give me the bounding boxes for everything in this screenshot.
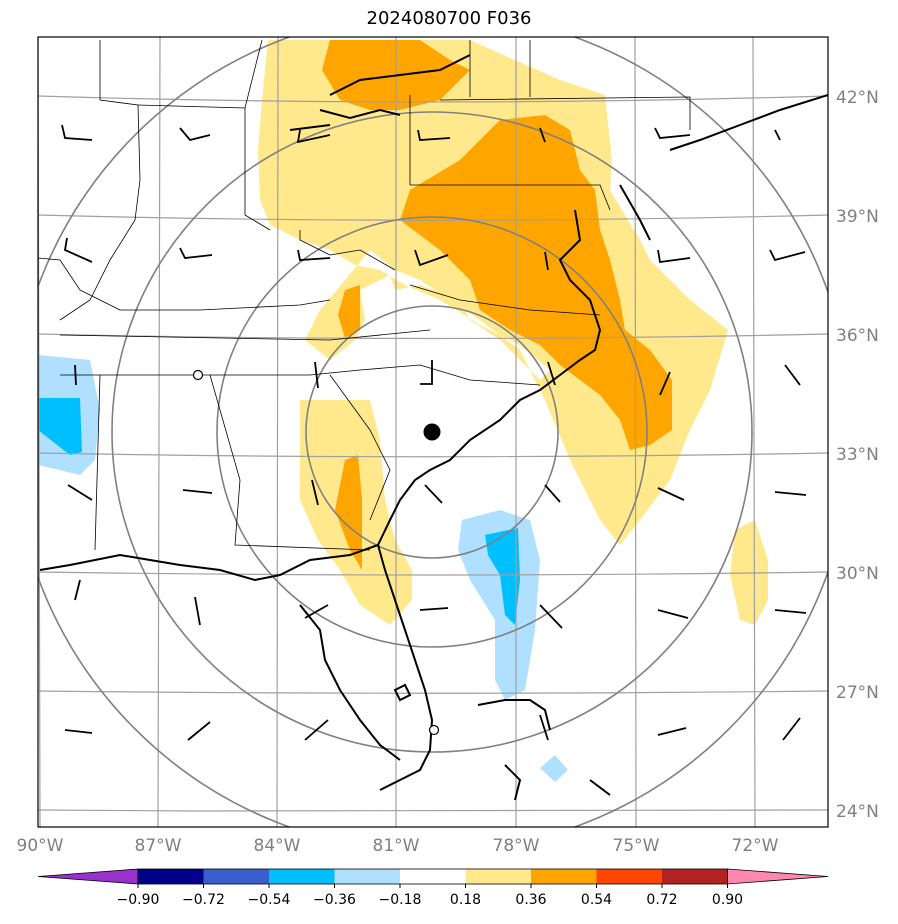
lat-label: 36°N bbox=[836, 326, 879, 346]
colorbar-segment bbox=[334, 869, 400, 884]
lat-labels: 42°N 39°N 36°N 33°N 30°N 27°N 24°N bbox=[836, 88, 879, 822]
lat-label: 42°N bbox=[836, 88, 879, 108]
lon-label: 81°W bbox=[373, 836, 420, 856]
colorbar-segment bbox=[465, 869, 531, 884]
lon-label: 78°W bbox=[493, 836, 540, 856]
colorbar-tick-label: −0.36 bbox=[313, 892, 356, 908]
colorbar-segment bbox=[138, 869, 204, 884]
lon-label: 87°W bbox=[135, 836, 182, 856]
lat-label: 30°N bbox=[836, 564, 879, 584]
colorbar: −0.90 −0.72 −0.54 −0.36 −0.18 0.18 0.36 0.54 0.7… bbox=[37, 868, 829, 908]
colorbar-tick-label: 0.18 bbox=[450, 892, 481, 908]
lon-label: 72°W bbox=[732, 836, 779, 856]
colorbar-outline bbox=[137, 868, 728, 885]
lat-label: 33°N bbox=[836, 445, 879, 465]
lat-label: 39°N bbox=[836, 207, 879, 227]
colorbar-segment bbox=[531, 869, 597, 884]
lat-label: 24°N bbox=[836, 802, 879, 822]
station-marker bbox=[428, 724, 440, 736]
storm-center-dot bbox=[423, 423, 441, 441]
colorbar-tick-label: 0.90 bbox=[712, 892, 743, 908]
colorbar-segment bbox=[400, 869, 466, 884]
colorbar-extend-low bbox=[37, 868, 139, 885]
colorbar-segment bbox=[596, 869, 662, 884]
lon-label: 84°W bbox=[254, 836, 301, 856]
colorbar-tick-label: −0.54 bbox=[248, 892, 291, 908]
map-content bbox=[38, 37, 828, 827]
colorbar-tick-label: −0.90 bbox=[117, 892, 160, 908]
negative-anomaly-fill bbox=[38, 355, 568, 782]
map-title: 2024080700 F036 bbox=[366, 8, 532, 29]
colorbar-segment bbox=[662, 869, 728, 884]
station-marker bbox=[192, 369, 204, 381]
colorbar-segment bbox=[203, 869, 269, 884]
colorbar-tick-label: −0.18 bbox=[379, 892, 422, 908]
map-frame bbox=[37, 36, 829, 828]
coastline bbox=[39, 54, 828, 801]
colorbar-tick-label: 0.36 bbox=[515, 892, 546, 908]
colorbar-tick-label: −0.72 bbox=[182, 892, 225, 908]
state-borders bbox=[38, 39, 691, 551]
colorbar-tick-label: 0.54 bbox=[581, 892, 612, 908]
range-rings bbox=[38, 37, 828, 827]
graticule bbox=[38, 37, 828, 827]
lat-label: 27°N bbox=[836, 683, 879, 703]
colorbar-tick-label: 0.72 bbox=[646, 892, 677, 908]
lon-label: 90°W bbox=[17, 836, 64, 856]
wind-barbs bbox=[61, 124, 807, 741]
lon-label: 75°W bbox=[613, 836, 660, 856]
colorbar-segment bbox=[269, 869, 335, 884]
lon-labels: 90°W 87°W 84°W 81°W 78°W 75°W 72°W bbox=[17, 836, 779, 856]
colorbar-extend-high bbox=[727, 868, 829, 885]
